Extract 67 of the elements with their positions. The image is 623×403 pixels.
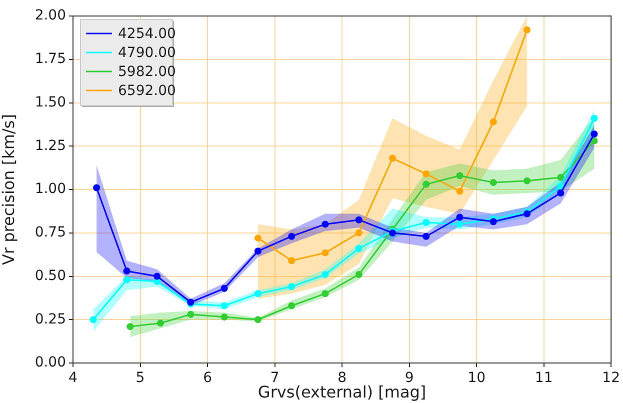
point <box>422 232 430 240</box>
point <box>90 316 97 324</box>
point <box>322 249 329 256</box>
point <box>254 234 262 242</box>
y-tick-label: 1.00 <box>34 181 66 198</box>
point <box>456 214 464 221</box>
y-tick-label: 2.00 <box>34 8 66 24</box>
point <box>254 316 262 324</box>
point <box>422 180 430 188</box>
legend-label: 4254.00 <box>118 26 176 42</box>
point <box>322 220 329 228</box>
point <box>557 182 564 190</box>
point <box>456 188 464 195</box>
point <box>322 271 329 278</box>
point <box>590 130 598 138</box>
x-tick-label: 11 <box>534 370 553 386</box>
point <box>456 172 464 180</box>
point <box>524 177 531 184</box>
y-tick-label: 0.25 <box>34 311 66 328</box>
y-tick-label: 1.75 <box>34 51 66 68</box>
x-tick-label: 6 <box>203 370 212 386</box>
y-tick-label: 0.50 <box>34 268 66 284</box>
point <box>220 314 228 321</box>
point <box>422 218 430 226</box>
point <box>154 272 161 280</box>
point <box>388 154 396 162</box>
point <box>355 271 362 278</box>
point <box>490 179 497 186</box>
point <box>288 283 296 290</box>
point <box>254 290 262 298</box>
point <box>123 268 130 275</box>
point <box>590 114 598 122</box>
y-tick-label: 1.50 <box>34 94 66 110</box>
point <box>456 220 464 228</box>
point <box>220 302 228 310</box>
y-tick-label: 0.00 <box>34 354 66 371</box>
y-axis-title: Vr precision [km/s] <box>0 114 18 265</box>
point <box>93 184 100 192</box>
point <box>355 229 362 236</box>
point <box>355 244 362 252</box>
point <box>187 310 194 318</box>
point <box>126 323 134 330</box>
x-tick-label: 4 <box>68 370 78 386</box>
y-tick-label: 0.75 <box>34 224 66 241</box>
point <box>288 302 296 310</box>
point <box>288 232 296 240</box>
point <box>422 170 430 178</box>
point <box>156 320 164 327</box>
legend-label: 6592.00 <box>118 83 176 100</box>
point <box>524 26 531 34</box>
point <box>254 248 262 255</box>
y-tick-label: 1.25 <box>34 138 66 154</box>
point <box>288 257 296 264</box>
x-tick-label: 12 <box>602 370 620 386</box>
legend-label: 5982.00 <box>118 64 176 80</box>
point <box>490 118 497 126</box>
point <box>557 189 564 196</box>
point <box>590 137 598 144</box>
x-tick-label: 10 <box>468 370 486 386</box>
legend-label: 4790.00 <box>118 45 176 62</box>
point <box>322 290 329 298</box>
x-tick-label: 5 <box>136 370 145 386</box>
point <box>123 276 130 284</box>
point <box>220 284 228 292</box>
point <box>490 218 497 226</box>
point <box>557 174 564 181</box>
point <box>355 216 362 224</box>
